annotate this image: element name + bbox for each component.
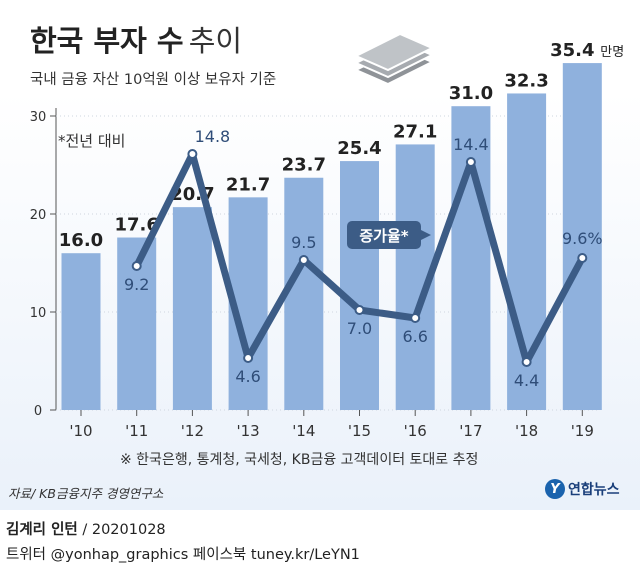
- growth-rate-point: [465, 157, 476, 167]
- yonhap-logo: Y 연합뉴스: [545, 479, 620, 499]
- author-name: 김계리 인턴: [6, 522, 78, 538]
- bar-value-label: 27.1: [393, 121, 437, 142]
- bar-value-label: 31.0: [449, 83, 493, 104]
- bar-value-label: 23.7: [282, 155, 326, 176]
- bar-line-chart: 0 10 20 30 '10 '11 '12 '13 '14 '15 '16 '17 '18 '19 16.…: [30, 32, 624, 440]
- growth-rate-point: [521, 357, 532, 367]
- x-tick-label: '18: [515, 422, 538, 440]
- line-value-label: 14.4: [453, 135, 489, 154]
- bar-value-label: 17.6: [114, 215, 158, 236]
- y-tick-label: 10: [30, 306, 47, 321]
- data-credit: 자료/ KB금융지주 경영연구소: [8, 486, 164, 501]
- line-value-label: 4.6: [235, 367, 260, 386]
- x-tick-label: '12: [181, 422, 204, 440]
- series-badge-pointer: [421, 230, 431, 240]
- yonhap-logo-text: 연합뉴스: [568, 482, 620, 498]
- money-stack-icon: [353, 32, 435, 86]
- series-badge-label: 증가율*: [359, 227, 408, 245]
- money-bill: [353, 32, 435, 72]
- line-value-label: 9.6%: [562, 229, 603, 248]
- yonhap-logo-icon: Y: [545, 479, 565, 499]
- x-tick-label: '16: [404, 422, 427, 440]
- bar-value-label: 21.7: [226, 174, 270, 195]
- growth-rate-note: *전년 대비: [58, 132, 126, 150]
- growth-rate-point: [131, 261, 142, 271]
- bar-unit-label: 만명: [600, 45, 624, 60]
- x-tick-label: '17: [459, 422, 482, 440]
- growth-rate-point: [187, 149, 198, 159]
- line-value-label: 14.8: [195, 127, 231, 146]
- bar: [340, 161, 379, 410]
- y-tick-label: 30: [30, 110, 47, 125]
- chart-subtitle: 국내 금융 자산 10억원 이상 보유자 기준: [30, 72, 277, 88]
- line-value-label: 9.5: [291, 233, 316, 252]
- growth-rate-point: [410, 313, 421, 323]
- growth-rate-point: [298, 255, 309, 265]
- bar: [172, 207, 212, 410]
- title-bold: 한국 부자 수: [30, 24, 184, 58]
- x-tick-label: '11: [125, 422, 148, 440]
- x-tick-label: '14: [292, 422, 315, 440]
- bar-value-label: 16.0: [59, 230, 103, 251]
- line-value-label: 4.4: [514, 371, 539, 390]
- footer-author-line: 김계리 인턴 / 20201028: [6, 518, 166, 539]
- line-value-label: 6.6: [402, 327, 427, 346]
- growth-rate-point: [577, 253, 588, 263]
- source-note: ※ 한국은행, 통계청, 국세청, KB금융 고객데이터 토대로 추정: [120, 452, 479, 468]
- growth-rate-point: [354, 305, 365, 315]
- footer: 김계리 인턴 / 20201028 트위터 @yonhap_graphics 페…: [0, 510, 640, 569]
- bar-value-label: 35.4: [550, 40, 594, 61]
- y-tick-label: 20: [30, 208, 47, 223]
- x-tick-label: '15: [348, 422, 371, 440]
- series-badge: [347, 221, 421, 249]
- bar: [284, 177, 324, 410]
- bar-value-label: 32.3: [504, 70, 548, 91]
- publish-date: / 20201028: [77, 522, 166, 538]
- line-value-label: 7.0: [347, 319, 372, 338]
- bar-value-label: 25.4: [337, 138, 381, 159]
- title-light: 추이: [188, 24, 243, 58]
- bar: [61, 253, 101, 410]
- growth-rate-point: [243, 353, 254, 363]
- chart-title: 한국 부자 수 추이: [30, 18, 242, 60]
- bar: [451, 106, 491, 410]
- x-tick-label: '10: [69, 422, 92, 440]
- x-tick-label: '13: [236, 422, 259, 440]
- x-tick-label: '19: [571, 422, 594, 440]
- footer-social: 트위터 @yonhap_graphics 페이스북 tuney.kr/LeYN1: [6, 547, 360, 563]
- bar: [562, 63, 602, 411]
- line-value-label: 9.2: [124, 275, 149, 294]
- y-tick-label: 0: [34, 404, 42, 419]
